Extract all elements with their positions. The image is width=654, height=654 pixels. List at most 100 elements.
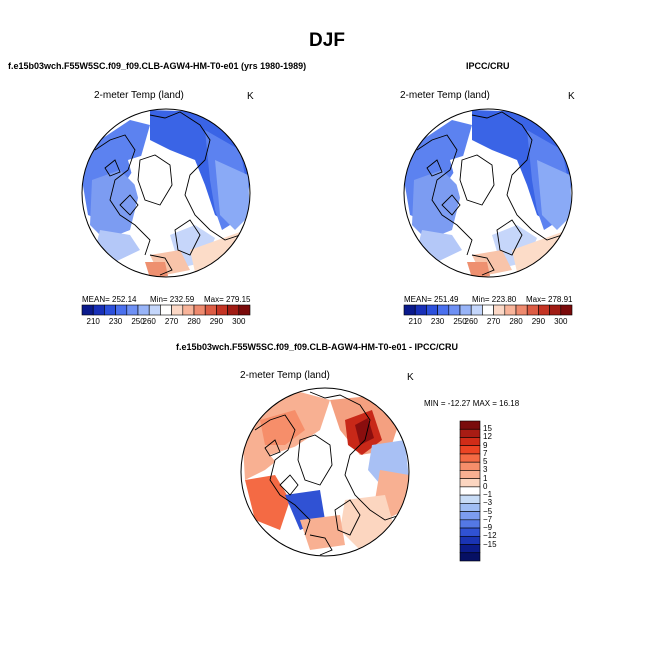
model-colorbar-swatch <box>104 304 116 316</box>
diff-colorbar-swatch <box>459 527 481 537</box>
diff-colorbar-tick: 3 <box>483 465 488 475</box>
model-max: Max= 279.15 <box>204 295 251 304</box>
model-colorbar-swatch <box>92 304 105 316</box>
obs-colorbar-tick: 260 <box>464 317 478 326</box>
obs-map-label: 2-meter Temp (land) <box>400 90 490 101</box>
diff-colorbar-tick: −5 <box>483 506 493 516</box>
obs-colorbar-swatch <box>437 304 450 316</box>
model-colorbar-tick: 280 <box>187 317 201 326</box>
obs-mean: MEAN= 251.49 <box>404 295 459 304</box>
obs-colorbar-swatch <box>549 304 562 316</box>
obs-colorbar <box>403 304 573 316</box>
model-colorbar-swatch <box>115 304 128 316</box>
diff-colorbar-tick: 7 <box>483 448 488 458</box>
obs-unit: K <box>568 91 575 102</box>
diff-colorbar-tick: −9 <box>483 523 493 533</box>
diff-colorbar-tick: 1 <box>483 473 488 483</box>
diff-colorbar-tick: −7 <box>483 514 493 524</box>
diff-unit: K <box>407 372 414 383</box>
diff-colorbar-swatch <box>459 552 481 562</box>
model-colorbar-swatch <box>227 304 240 316</box>
diff-colorbar-tick: −3 <box>483 498 493 508</box>
diff-colorbar-swatch <box>459 461 481 471</box>
obs-colorbar-tick: 230 <box>430 317 445 326</box>
model-colorbar-swatch <box>171 304 184 316</box>
model-colorbar-swatch <box>81 304 94 316</box>
model-colorbar-swatch <box>193 304 206 316</box>
model-colorbar-swatch <box>204 304 217 316</box>
diff-colorbar-swatch <box>459 437 481 447</box>
obs-polar-map <box>403 108 573 278</box>
diff-colorbar-swatch <box>459 453 481 463</box>
diff-colorbar-swatch <box>459 544 481 554</box>
model-unit: K <box>247 91 254 102</box>
model-colorbar-swatch <box>160 304 172 316</box>
model-panel-title: f.e15b03wch.F55W5SC.f09_f09.CLB-AGW4-HM-… <box>8 61 307 71</box>
obs-colorbar-swatch <box>470 304 483 316</box>
diff-colorbar-tick: 12 <box>483 432 492 442</box>
model-colorbar-swatch <box>182 304 195 316</box>
figure-title: DJF <box>309 30 345 51</box>
obs-colorbar-tick: 210 <box>408 317 422 326</box>
model-colorbar-swatch <box>126 304 139 316</box>
diff-colorbar-tick: 15 <box>483 424 492 434</box>
diff-map-label: 2-meter Temp (land) <box>240 370 330 381</box>
model-colorbar <box>81 304 251 316</box>
diff-colorbar <box>459 420 481 562</box>
obs-colorbar-tick: 300 <box>554 317 568 326</box>
diff-colorbar-swatch <box>459 511 481 521</box>
model-colorbar-tick: 270 <box>164 317 179 326</box>
obs-colorbar-tick: 250 <box>453 317 467 326</box>
obs-colorbar-swatch <box>403 304 416 316</box>
diff-colorbar-tick: −1 <box>483 490 493 500</box>
obs-panel-title: IPCC/CRU <box>466 61 510 71</box>
model-min: Min= 232.59 <box>150 295 195 304</box>
obs-max: Max= 278.91 <box>526 295 573 304</box>
obs-colorbar-swatch <box>459 304 472 316</box>
diff-colorbar-swatch <box>459 503 481 512</box>
obs-colorbar-swatch <box>493 304 506 316</box>
diff-colorbar-swatch <box>459 428 481 438</box>
diff-colorbar-swatch <box>459 470 481 479</box>
obs-colorbar-swatch <box>448 304 461 316</box>
model-colorbar-swatch <box>137 304 150 316</box>
diff-colorbar-swatch <box>459 486 481 496</box>
diff-colorbar-tick: 0 <box>483 481 488 491</box>
diff-colorbar-tick: −12 <box>483 531 497 541</box>
obs-colorbar-tick: 270 <box>486 317 501 326</box>
obs-colorbar-swatch <box>538 304 550 316</box>
model-colorbar-tick: 210 <box>86 317 100 326</box>
obs-colorbar-swatch <box>426 304 438 316</box>
model-colorbar-swatch <box>148 304 161 316</box>
obs-colorbar-swatch <box>560 304 573 316</box>
obs-colorbar-swatch <box>414 304 427 316</box>
diff-colorbar-swatch <box>459 519 481 529</box>
diff-colorbar-swatch <box>459 445 481 455</box>
diff-colorbar-tick: −15 <box>483 539 497 549</box>
model-colorbar-swatch <box>238 304 251 316</box>
model-colorbar-tick: 230 <box>108 317 123 326</box>
diff-colorbar-tick: 9 <box>483 440 488 450</box>
obs-colorbar-tick: 280 <box>509 317 523 326</box>
diff-colorbar-swatch <box>459 478 481 488</box>
diff-panel-title: f.e15b03wch.F55W5SC.f09_f09.CLB-AGW4-HM-… <box>176 342 459 352</box>
diff-polar-map <box>240 387 410 557</box>
model-mean: MEAN= 252.14 <box>82 295 137 304</box>
model-polar-map <box>81 108 251 278</box>
obs-colorbar-swatch <box>482 304 494 316</box>
model-colorbar-tick: 250 <box>131 317 145 326</box>
model-colorbar-tick: 260 <box>142 317 156 326</box>
diff-minmax: MIN = -12.27 MAX = 16.18 <box>424 399 520 408</box>
model-colorbar-tick: 290 <box>209 317 224 326</box>
diff-colorbar-swatch <box>459 494 481 504</box>
diff-colorbar-swatch <box>459 420 481 430</box>
obs-min: Min= 223.80 <box>472 295 517 304</box>
obs-colorbar-tick: 290 <box>531 317 546 326</box>
obs-colorbar-swatch <box>504 304 517 316</box>
diff-colorbar-tick: 5 <box>483 457 488 467</box>
model-map-label: 2-meter Temp (land) <box>94 90 184 101</box>
model-colorbar-swatch <box>216 304 228 316</box>
obs-colorbar-swatch <box>526 304 539 316</box>
diff-colorbar-swatch <box>459 535 481 545</box>
